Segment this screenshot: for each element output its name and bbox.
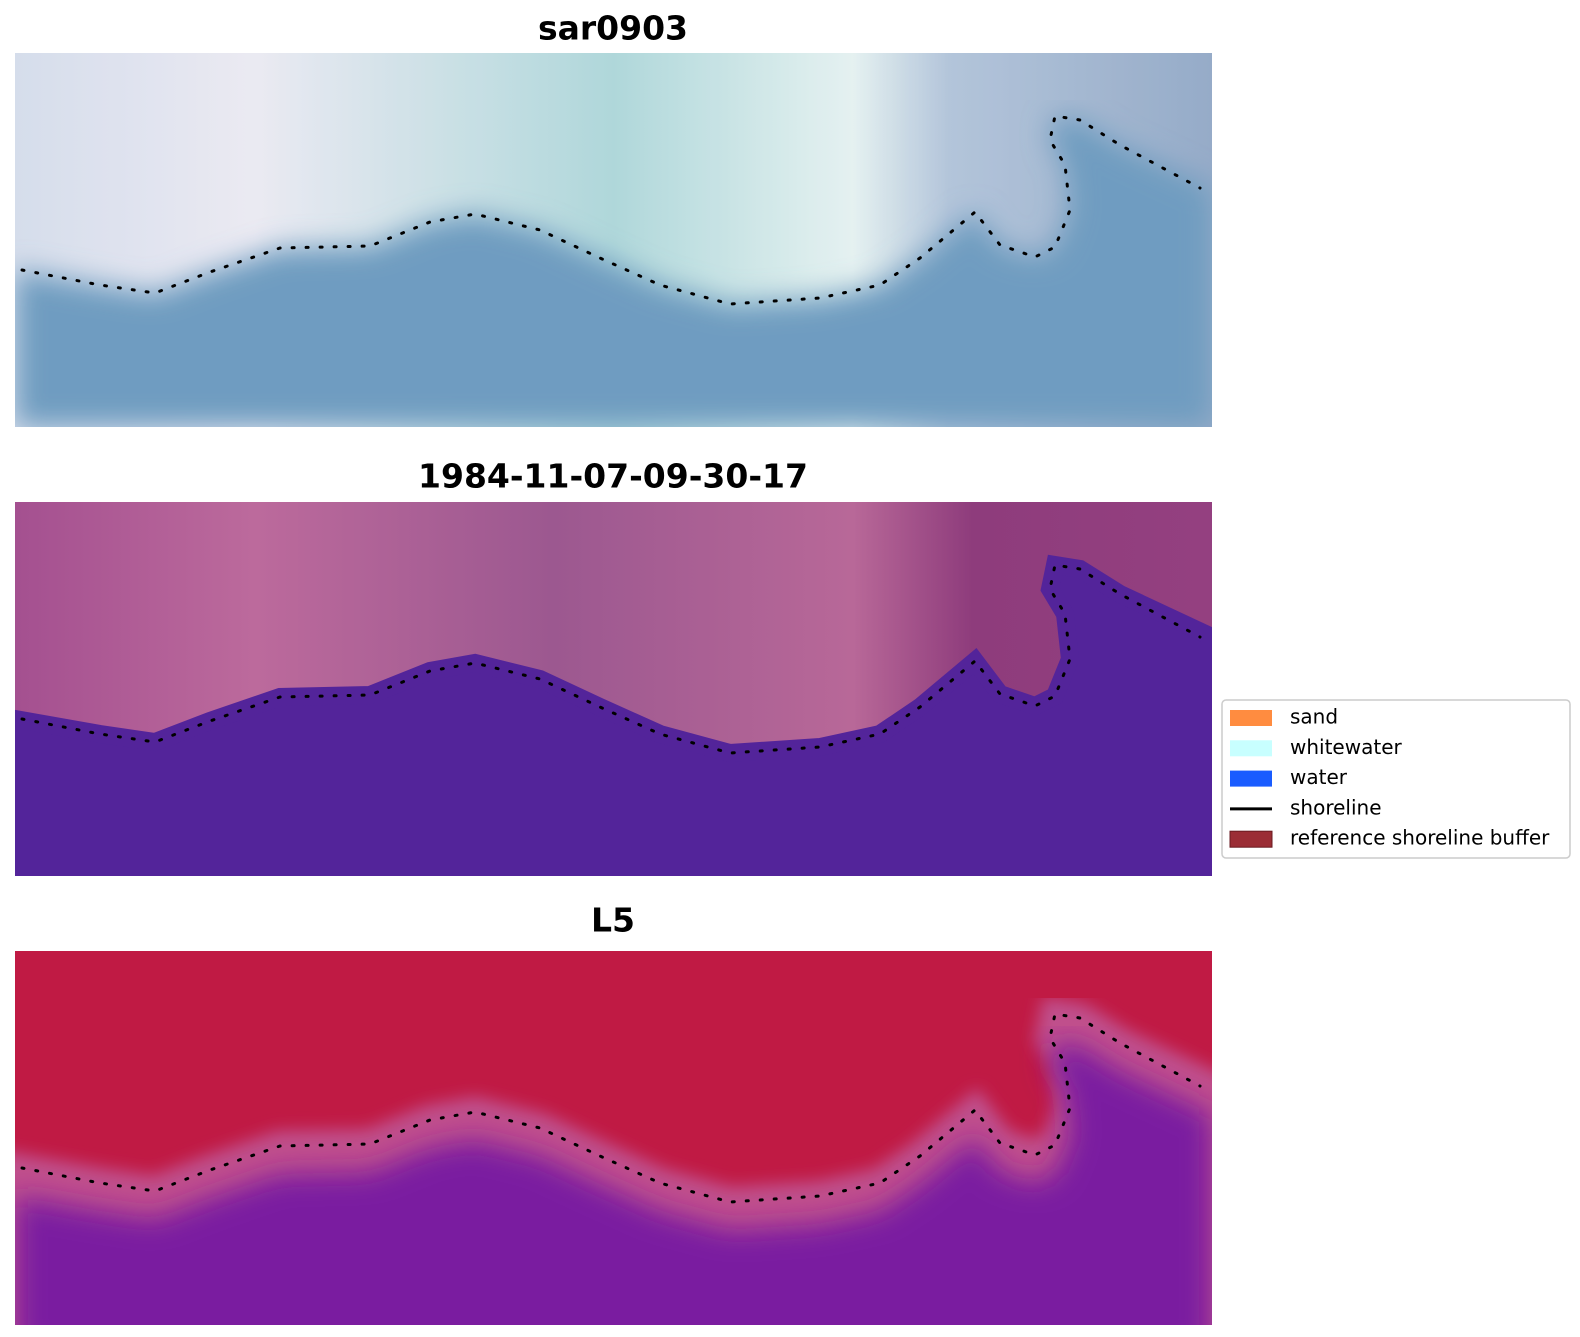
legend-label: whitewater <box>1290 735 1402 759</box>
panel-title: 1984-11-07-09-30-17 <box>418 457 808 496</box>
panel-title: L5 <box>591 901 635 940</box>
legend-label: water <box>1290 765 1348 789</box>
legend-patch <box>1230 770 1272 787</box>
legend: sand whitewater water shoreline reference sh… <box>1221 699 1571 859</box>
legend-label: shoreline <box>1290 795 1382 819</box>
legend-label: reference shoreline buffer <box>1290 826 1550 850</box>
legend-patch <box>1230 740 1272 757</box>
image-panel <box>15 951 1212 1325</box>
image-panel <box>15 53 1212 427</box>
legend-patch <box>1229 830 1273 848</box>
legend-patch <box>1230 710 1272 726</box>
panel-title: sar0903 <box>538 9 688 48</box>
legend-label: sand <box>1290 705 1338 729</box>
image-panel <box>15 502 1212 876</box>
